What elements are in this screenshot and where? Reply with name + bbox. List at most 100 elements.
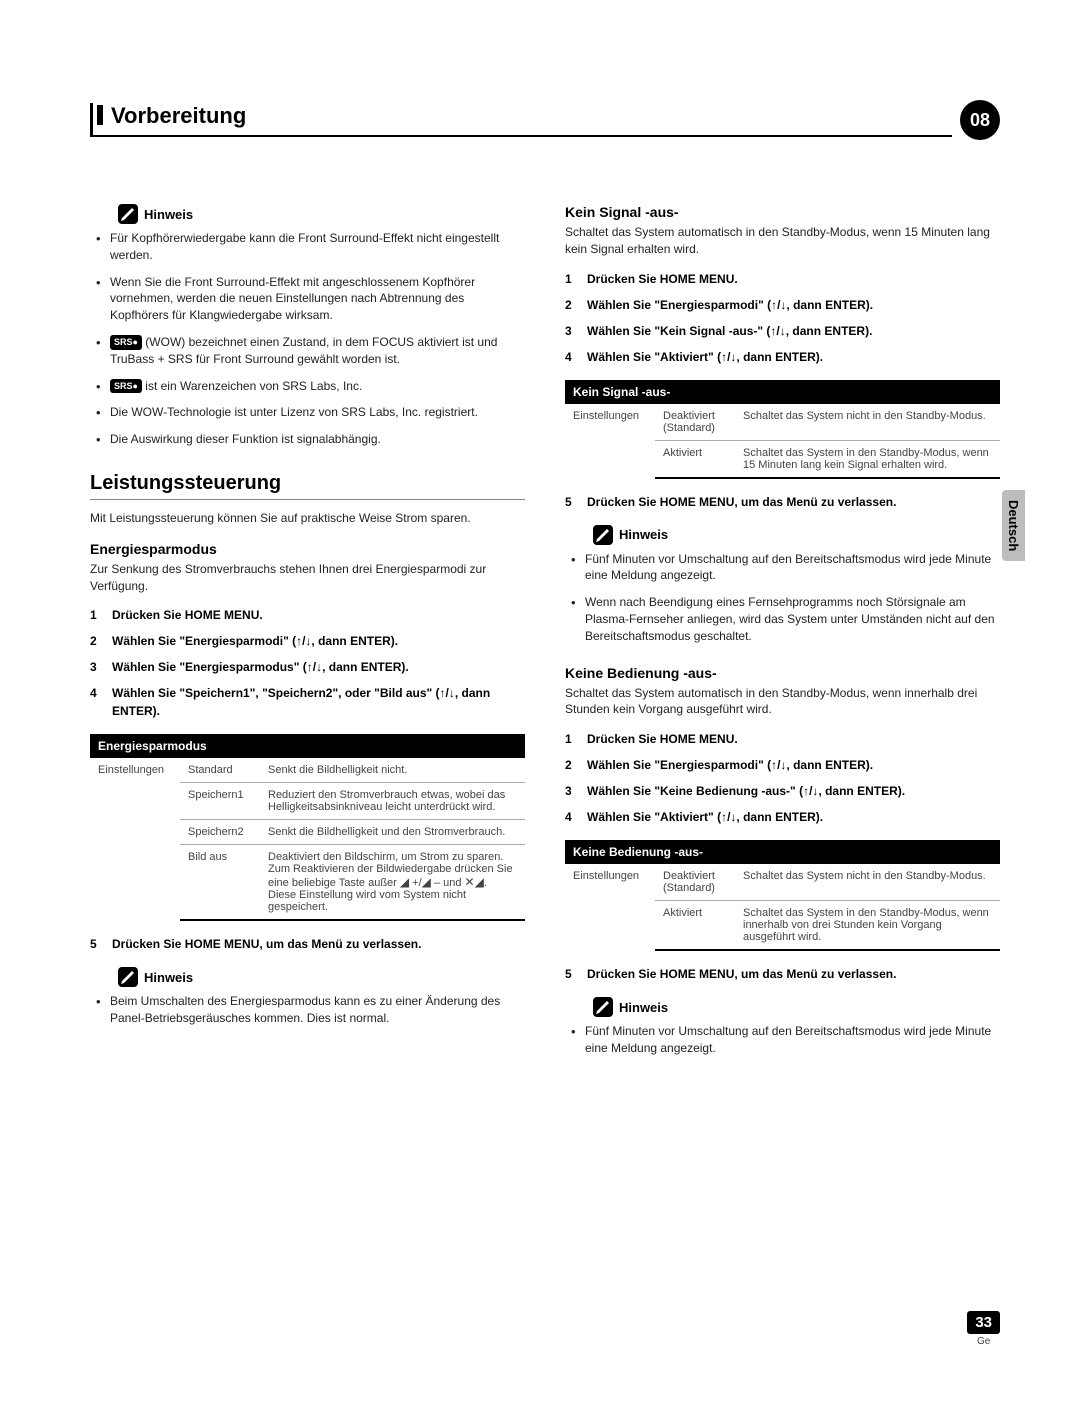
note-list: Fünf Minuten vor Umschaltung auf den Ber… [565, 1023, 1000, 1057]
step-list: Drücken Sie HOME MENU. Wählen Sie "Energ… [565, 730, 1000, 826]
table-key: Standard [180, 758, 260, 783]
note-item: Wenn nach Beendigung eines Fernsehprogra… [585, 594, 1000, 644]
note-icon [118, 204, 138, 224]
table-row: Einstellungen Standard Senkt die Bildhel… [90, 758, 525, 783]
note-item: SRS● (WOW) bezeichnet einen Zustand, in … [110, 334, 525, 368]
noop-table: Keine Bedienung -aus- Einstellungen Deak… [565, 840, 1000, 951]
table-val: Reduziert den Stromverbrauch etwas, wobe… [260, 783, 525, 820]
note-item: Wenn Sie die Front Surround-Effekt mit a… [110, 274, 525, 324]
subsection-heading: Keine Bedienung -aus- [565, 665, 1000, 681]
step-item: Wählen Sie "Keine Bedienung -aus-" (↑/↓,… [565, 782, 1000, 800]
table-header: Kein Signal -aus- [565, 380, 1000, 404]
step-item: Wählen Sie "Energiesparmodi" (↑/↓, dann … [565, 296, 1000, 314]
note-item: SRS● ist ein Warenzeichen von SRS Labs, … [110, 378, 525, 395]
note-item: Für Kopfhörerwiedergabe kann die Front S… [110, 230, 525, 264]
note-heading: Hinweis [118, 967, 525, 987]
mute-icon: ✕◢ [465, 875, 484, 889]
page-number: 33 [967, 1311, 1000, 1334]
right-column: Kein Signal -aus- Schaltet das System au… [565, 190, 1000, 1067]
step-list: Drücken Sie HOME MENU. Wählen Sie "Energ… [565, 270, 1000, 366]
table-val: Schaltet das System nicht in den Standby… [735, 404, 1000, 441]
table-header: Keine Bedienung -aus- [565, 840, 1000, 864]
table-row: Einstellungen Deaktiviert (Standard) Sch… [565, 864, 1000, 901]
note-item: Fünf Minuten vor Umschaltung auf den Ber… [585, 1023, 1000, 1057]
step-item: Wählen Sie "Kein Signal -aus-" (↑/↓, dan… [565, 322, 1000, 340]
step-list: Drücken Sie HOME MENU, um das Menü zu ve… [565, 493, 1000, 511]
table-header: Energiesparmodus [90, 734, 525, 758]
table-key: Aktiviert [655, 440, 735, 478]
note-item: Fünf Minuten vor Umschaltung auf den Ber… [585, 551, 1000, 585]
nosignal-table: Kein Signal -aus- Einstellungen Deaktivi… [565, 380, 1000, 479]
note-text: (WOW) bezeichnet einen Zustand, in dem F… [110, 335, 497, 366]
step-list: Drücken Sie HOME MENU, um das Menü zu ve… [90, 935, 525, 953]
step-item: Drücken Sie HOME MENU, um das Menü zu ve… [565, 493, 1000, 511]
table-val: Senkt die Bildhelligkeit und den Stromve… [260, 820, 525, 845]
note-text: ist ein Warenzeichen von SRS Labs, Inc. [145, 379, 362, 393]
table-key: Speichern2 [180, 820, 260, 845]
subsection-heading: Energiesparmodus [90, 541, 525, 557]
step-item: Drücken Sie HOME MENU. [90, 606, 525, 624]
note-label: Hinweis [619, 1000, 668, 1015]
note-heading: Hinweis [593, 525, 1000, 545]
table-val: Deaktiviert den Bildschirm, um Strom zu … [260, 845, 525, 921]
note-label: Hinweis [144, 970, 193, 985]
table-key: Deaktiviert (Standard) [655, 404, 735, 441]
page-footer: 33 Ge [967, 1311, 1000, 1347]
step-item: Drücken Sie HOME MENU. [565, 270, 1000, 288]
note-icon [593, 525, 613, 545]
page-lang: Ge [967, 1336, 1000, 1347]
step-item: Drücken Sie HOME MENU, um das Menü zu ve… [565, 965, 1000, 983]
table-row: Einstellungen Deaktiviert (Standard) Sch… [565, 404, 1000, 441]
note-icon [593, 997, 613, 1017]
step-list: Drücken Sie HOME MENU, um das Menü zu ve… [565, 965, 1000, 983]
table-val: Schaltet das System in den Standby-Modus… [735, 440, 1000, 478]
table-key: Speichern1 [180, 783, 260, 820]
content-columns: Hinweis Für Kopfhörerwiedergabe kann die… [90, 190, 1000, 1067]
table-col-label: Einstellungen [565, 404, 655, 478]
table-val: Schaltet das System nicht in den Standby… [735, 864, 1000, 901]
srs-icon: SRS● [110, 335, 142, 350]
subsection-desc: Schaltet das System automatisch in den S… [565, 685, 1000, 719]
table-col-label: Einstellungen [565, 864, 655, 950]
volume-icon: ◢ [400, 875, 409, 889]
step-item: Wählen Sie "Speichern1", "Speichern2", o… [90, 684, 525, 720]
step-item: Wählen Sie "Energiesparmodi" (↑/↓, dann … [90, 632, 525, 650]
srs-icon: SRS● [110, 379, 142, 394]
table-key: Aktiviert [655, 901, 735, 951]
table-col-label: Einstellungen [90, 758, 180, 920]
section-heading: Leistungssteuerung [90, 472, 525, 500]
note-item: Beim Umschalten des Energiesparmodus kan… [110, 993, 525, 1027]
step-item: Wählen Sie "Energiesparmodi" (↑/↓, dann … [565, 756, 1000, 774]
table-key: Bild aus [180, 845, 260, 921]
step-item: Drücken Sie HOME MENU, um das Menü zu ve… [90, 935, 525, 953]
chapter-number-badge: 08 [960, 100, 1000, 140]
note-label: Hinweis [619, 527, 668, 542]
note-heading: Hinweis [118, 204, 525, 224]
table-val: Schaltet das System in den Standby-Modus… [735, 901, 1000, 951]
note-list: Fünf Minuten vor Umschaltung auf den Ber… [565, 551, 1000, 645]
step-list: Drücken Sie HOME MENU. Wählen Sie "Energ… [90, 606, 525, 720]
note-icon [118, 967, 138, 987]
table-key: Deaktiviert (Standard) [655, 864, 735, 901]
step-item: Drücken Sie HOME MENU. [565, 730, 1000, 748]
language-tab: Deutsch [1002, 490, 1025, 561]
step-item: Wählen Sie "Aktiviert" (↑/↓, dann ENTER)… [565, 348, 1000, 366]
note-list: Für Kopfhörerwiedergabe kann die Front S… [90, 230, 525, 448]
note-heading: Hinweis [593, 997, 1000, 1017]
subsection-heading: Kein Signal -aus- [565, 204, 1000, 220]
volume-icon: ◢ [422, 875, 431, 889]
subsection-desc: Schaltet das System automatisch in den S… [565, 224, 1000, 258]
note-item: Die WOW-Technologie ist unter Lizenz von… [110, 404, 525, 421]
left-column: Hinweis Für Kopfhörerwiedergabe kann die… [90, 190, 525, 1067]
section-desc: Mit Leistungssteuerung können Sie auf pr… [90, 510, 525, 527]
chapter-header: Vorbereitung 08 [90, 100, 1000, 140]
subsection-desc: Zur Senkung des Stromverbrauchs stehen I… [90, 561, 525, 595]
note-label: Hinweis [144, 207, 193, 222]
energy-table: Energiesparmodus Einstellungen Standard … [90, 734, 525, 921]
step-item: Wählen Sie "Aktiviert" (↑/↓, dann ENTER)… [565, 808, 1000, 826]
table-val: Senkt die Bildhelligkeit nicht. [260, 758, 525, 783]
note-list: Beim Umschalten des Energiesparmodus kan… [90, 993, 525, 1027]
chapter-title: Vorbereitung [90, 103, 952, 137]
note-item: Die Auswirkung dieser Funktion ist signa… [110, 431, 525, 448]
step-item: Wählen Sie "Energiesparmodus" (↑/↓, dann… [90, 658, 525, 676]
